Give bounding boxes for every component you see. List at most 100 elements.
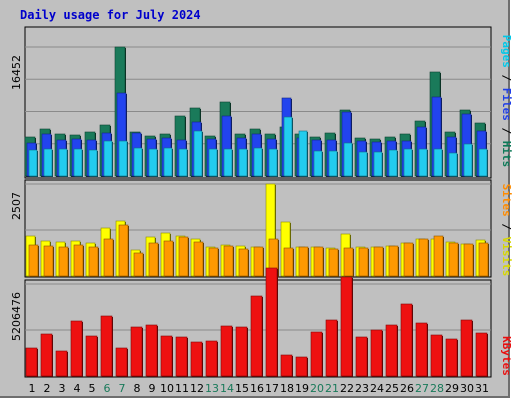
bar-kbytes-day-27 — [415, 322, 428, 377]
x-tick-12: 12 — [190, 382, 204, 395]
x-tick-20: 20 — [310, 382, 324, 395]
bar-sites-day-13 — [208, 247, 219, 277]
bar-pages-day-17 — [268, 148, 278, 177]
x-tick-30: 30 — [460, 382, 474, 395]
bar-kbytes-day-6 — [100, 315, 113, 377]
x-tick-1: 1 — [29, 382, 36, 395]
bar-pages-day-8 — [133, 147, 143, 177]
bar-pages-day-19 — [298, 130, 308, 177]
bar-sites-day-25 — [388, 245, 399, 277]
bar-pages-day-3 — [58, 148, 68, 177]
panel-3-legend: KBytes — [500, 336, 512, 376]
bar-pages-day-22 — [343, 142, 353, 177]
x-tick-25: 25 — [385, 382, 399, 395]
legend-part-2: Files — [500, 88, 512, 121]
bar-pages-day-11 — [178, 148, 188, 177]
bar-sites-day-3 — [58, 246, 69, 277]
legend-part-1: / — [500, 68, 512, 88]
x-tick-24: 24 — [370, 382, 384, 395]
x-tick-27: 27 — [415, 382, 429, 395]
x-tick-13: 13 — [205, 382, 219, 395]
x-tick-8: 8 — [134, 382, 141, 395]
bar-pages-day-28 — [433, 148, 443, 177]
bar-pages-day-20 — [313, 150, 323, 177]
x-tick-7: 7 — [119, 382, 126, 395]
bar-pages-day-15 — [238, 148, 248, 177]
bar-pages-day-27 — [418, 148, 428, 177]
bar-sites-day-5 — [88, 246, 99, 277]
bar-kbytes-day-2 — [40, 333, 53, 377]
bar-sites-day-26 — [403, 242, 414, 277]
x-tick-15: 15 — [235, 382, 249, 395]
bar-kbytes-day-16 — [250, 295, 263, 377]
bar-kbytes-day-26 — [400, 303, 413, 377]
bar-pages-day-2 — [43, 148, 53, 177]
bar-sites-day-14 — [223, 245, 234, 277]
panel-3-max-label: 5206476 — [10, 292, 23, 341]
bar-sites-day-23 — [358, 247, 369, 277]
legend-part-0: KBytes — [500, 336, 512, 376]
bar-kbytes-day-3 — [55, 350, 68, 377]
legend-part-0: Pages — [500, 35, 512, 68]
bar-sites-day-30 — [463, 243, 474, 277]
bar-sites-day-4 — [73, 244, 84, 277]
bar-pages-day-6 — [103, 140, 113, 177]
bar-sites-day-6 — [103, 238, 114, 277]
bar-kbytes-day-31 — [475, 332, 488, 377]
x-tick-4: 4 — [74, 382, 81, 395]
x-tick-19: 19 — [295, 382, 309, 395]
bar-sites-day-8 — [133, 252, 144, 277]
panel-2-legend: Sites / Visits — [500, 184, 512, 277]
bar-kbytes-day-21 — [325, 319, 338, 377]
bar-kbytes-day-30 — [460, 319, 473, 377]
bar-sites-day-2 — [43, 245, 54, 277]
bar-pages-day-1 — [28, 149, 38, 177]
bar-pages-day-16 — [253, 147, 263, 177]
bar-kbytes-day-8 — [130, 326, 143, 377]
bar-sites-day-11 — [178, 236, 189, 277]
bar-kbytes-day-10 — [160, 335, 173, 377]
bar-pages-day-13 — [208, 148, 218, 177]
chart-title: Daily usage for July 2024 — [20, 8, 201, 22]
bar-pages-day-9 — [148, 148, 158, 177]
x-tick-21: 21 — [325, 382, 339, 395]
bar-pages-day-4 — [73, 148, 83, 177]
bar-sites-day-19 — [298, 246, 309, 277]
x-tick-17: 17 — [265, 382, 279, 395]
x-tick-10: 10 — [160, 382, 174, 395]
bar-pages-day-10 — [163, 147, 173, 177]
bar-pages-day-12 — [193, 130, 203, 177]
bar-sites-day-18 — [283, 247, 294, 277]
bar-pages-day-24 — [373, 151, 383, 177]
legend-part-2: Visits — [500, 237, 512, 277]
x-tick-29: 29 — [445, 382, 459, 395]
x-tick-16: 16 — [250, 382, 264, 395]
bar-pages-day-25 — [388, 149, 398, 177]
bar-pages-day-29 — [448, 152, 458, 177]
x-tick-3: 3 — [59, 382, 66, 395]
x-tick-28: 28 — [430, 382, 444, 395]
x-tick-14: 14 — [220, 382, 234, 395]
legend-part-3: / — [500, 121, 512, 141]
panel-1-legend: Pages / Files / Hits — [500, 35, 512, 168]
bar-kbytes-day-29 — [445, 338, 458, 377]
bar-sites-day-24 — [373, 246, 384, 277]
bar-kbytes-day-22 — [340, 276, 353, 377]
bar-pages-day-30 — [463, 143, 473, 177]
bar-kbytes-day-20 — [310, 331, 323, 377]
bar-pages-day-23 — [358, 151, 368, 177]
bar-pages-day-14 — [223, 148, 233, 177]
x-tick-9: 9 — [149, 382, 156, 395]
x-tick-5: 5 — [89, 382, 96, 395]
bar-pages-day-21 — [328, 150, 338, 177]
bar-kbytes-day-9 — [145, 324, 158, 377]
bar-kbytes-day-1 — [25, 347, 38, 377]
bar-sites-day-20 — [313, 246, 324, 277]
bar-sites-day-31 — [478, 242, 489, 277]
bar-kbytes-day-11 — [175, 336, 188, 377]
bar-kbytes-day-14 — [220, 325, 233, 377]
panel-2-max-label: 2507 — [10, 192, 23, 220]
bar-kbytes-day-4 — [70, 320, 83, 377]
